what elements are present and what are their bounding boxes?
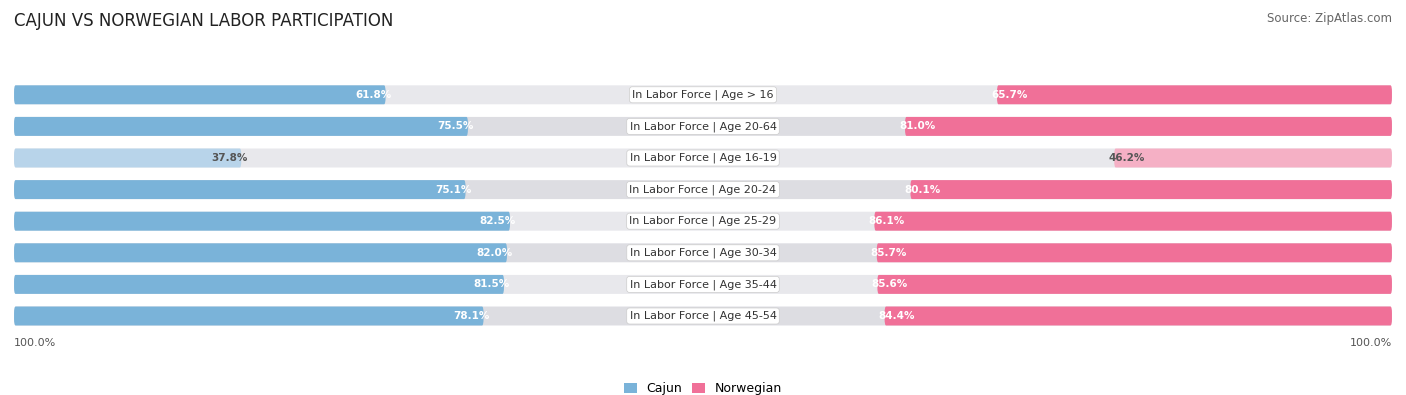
Text: Source: ZipAtlas.com: Source: ZipAtlas.com bbox=[1267, 12, 1392, 25]
Text: In Labor Force | Age > 16: In Labor Force | Age > 16 bbox=[633, 90, 773, 100]
FancyBboxPatch shape bbox=[14, 307, 484, 325]
FancyBboxPatch shape bbox=[14, 243, 508, 262]
Text: 86.1%: 86.1% bbox=[869, 216, 904, 226]
Text: 37.8%: 37.8% bbox=[211, 153, 247, 163]
Text: CAJUN VS NORWEGIAN LABOR PARTICIPATION: CAJUN VS NORWEGIAN LABOR PARTICIPATION bbox=[14, 12, 394, 30]
FancyBboxPatch shape bbox=[14, 275, 503, 294]
Text: In Labor Force | Age 20-24: In Labor Force | Age 20-24 bbox=[630, 184, 776, 195]
FancyBboxPatch shape bbox=[875, 212, 1392, 231]
FancyBboxPatch shape bbox=[14, 85, 385, 104]
FancyBboxPatch shape bbox=[14, 212, 510, 231]
FancyBboxPatch shape bbox=[14, 85, 1392, 104]
FancyBboxPatch shape bbox=[884, 307, 1392, 325]
Text: 100.0%: 100.0% bbox=[1350, 338, 1392, 348]
Text: 75.5%: 75.5% bbox=[437, 121, 474, 132]
Legend: Cajun, Norwegian: Cajun, Norwegian bbox=[624, 382, 782, 395]
FancyBboxPatch shape bbox=[14, 180, 1392, 199]
FancyBboxPatch shape bbox=[14, 212, 1392, 231]
Text: 65.7%: 65.7% bbox=[991, 90, 1028, 100]
Text: In Labor Force | Age 35-44: In Labor Force | Age 35-44 bbox=[630, 279, 776, 290]
FancyBboxPatch shape bbox=[997, 85, 1392, 104]
Text: In Labor Force | Age 30-34: In Labor Force | Age 30-34 bbox=[630, 248, 776, 258]
Text: 100.0%: 100.0% bbox=[14, 338, 56, 348]
FancyBboxPatch shape bbox=[877, 275, 1392, 294]
Text: In Labor Force | Age 20-64: In Labor Force | Age 20-64 bbox=[630, 121, 776, 132]
Text: In Labor Force | Age 45-54: In Labor Force | Age 45-54 bbox=[630, 311, 776, 321]
FancyBboxPatch shape bbox=[1114, 149, 1392, 167]
Text: 84.4%: 84.4% bbox=[879, 311, 915, 321]
FancyBboxPatch shape bbox=[14, 275, 1392, 294]
Text: In Labor Force | Age 16-19: In Labor Force | Age 16-19 bbox=[630, 153, 776, 163]
FancyBboxPatch shape bbox=[14, 117, 468, 136]
FancyBboxPatch shape bbox=[14, 307, 1392, 325]
Text: 80.1%: 80.1% bbox=[904, 184, 941, 195]
FancyBboxPatch shape bbox=[911, 180, 1392, 199]
Text: 85.7%: 85.7% bbox=[870, 248, 907, 258]
FancyBboxPatch shape bbox=[905, 117, 1392, 136]
Text: 46.2%: 46.2% bbox=[1108, 153, 1144, 163]
Text: 82.0%: 82.0% bbox=[477, 248, 513, 258]
FancyBboxPatch shape bbox=[14, 180, 465, 199]
Text: 81.5%: 81.5% bbox=[474, 279, 510, 290]
Text: 85.6%: 85.6% bbox=[872, 279, 908, 290]
FancyBboxPatch shape bbox=[14, 149, 242, 167]
Text: 78.1%: 78.1% bbox=[453, 311, 489, 321]
Text: 82.5%: 82.5% bbox=[479, 216, 516, 226]
Text: 61.8%: 61.8% bbox=[356, 90, 391, 100]
Text: 75.1%: 75.1% bbox=[434, 184, 471, 195]
Text: In Labor Force | Age 25-29: In Labor Force | Age 25-29 bbox=[630, 216, 776, 226]
Text: 81.0%: 81.0% bbox=[900, 121, 935, 132]
FancyBboxPatch shape bbox=[877, 243, 1392, 262]
FancyBboxPatch shape bbox=[14, 243, 1392, 262]
FancyBboxPatch shape bbox=[14, 117, 1392, 136]
FancyBboxPatch shape bbox=[14, 149, 1392, 167]
